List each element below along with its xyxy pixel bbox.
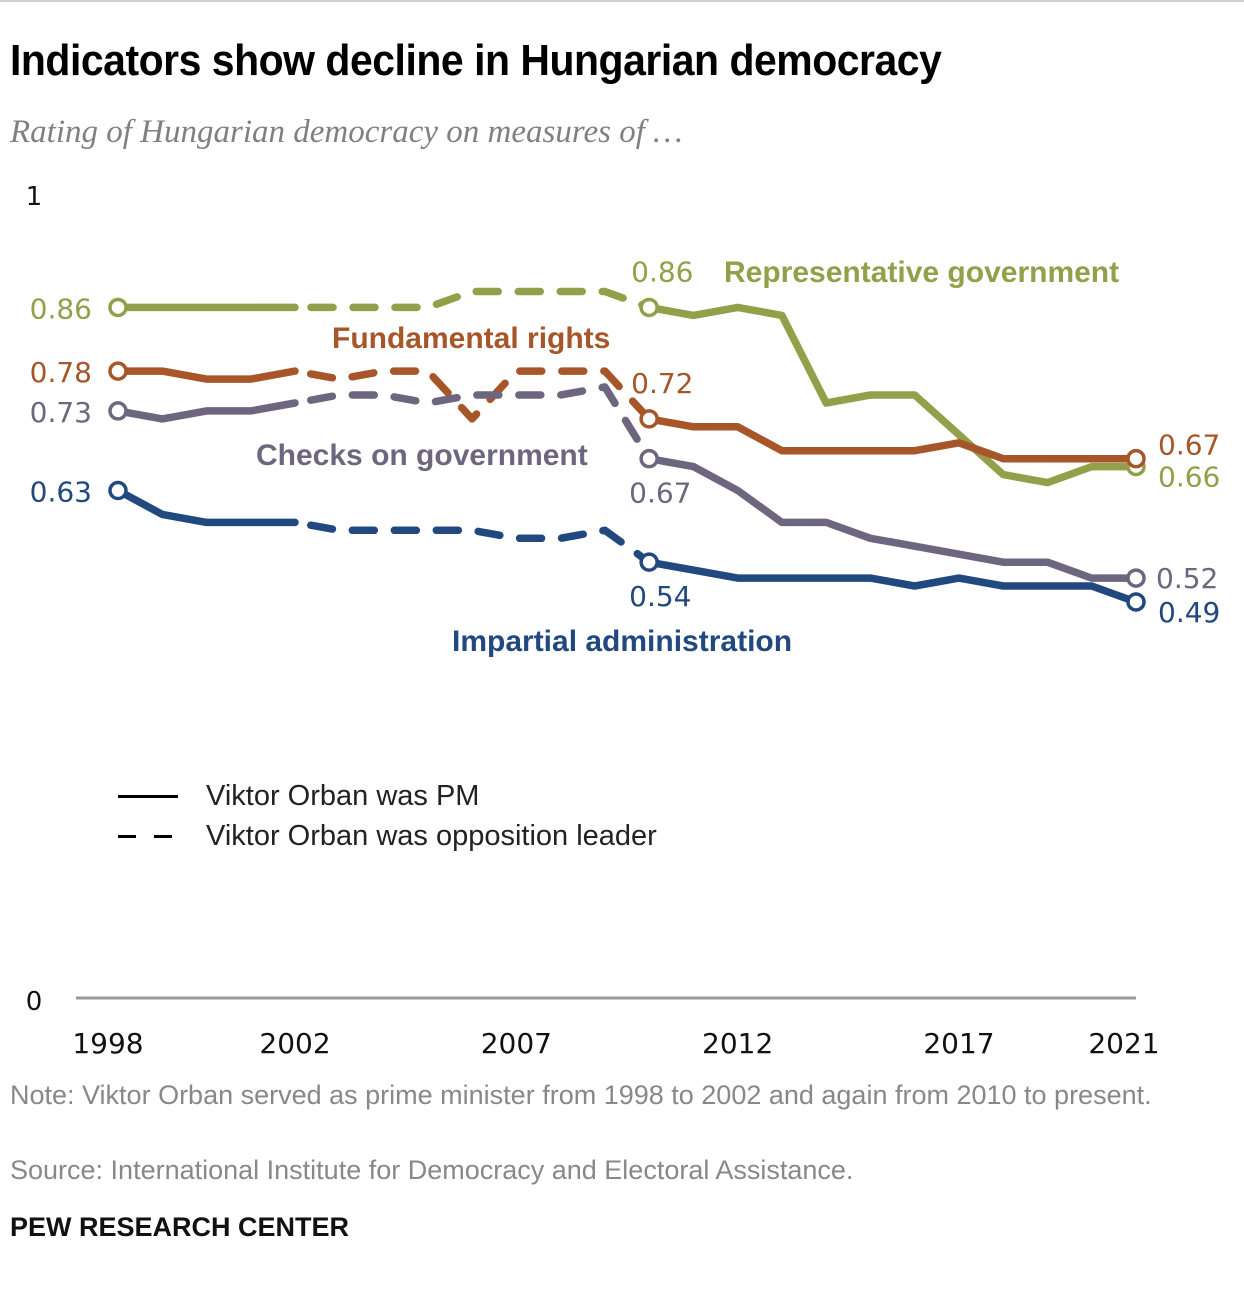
series-fundamental-rights	[108, 361, 1146, 469]
data-point-marker	[108, 401, 128, 421]
dashed-line-segment	[291, 383, 653, 463]
chart-title: Indicators show decline in Hungarian dem…	[10, 36, 942, 85]
x-tick-label: 1998	[72, 1027, 143, 1060]
x-tick-label: 2021	[1088, 1027, 1159, 1060]
x-tick-label: 2017	[923, 1027, 994, 1060]
data-point-marker	[639, 297, 659, 318]
series-name-label: Impartial administration	[452, 625, 792, 658]
series-name-label: Checks on government	[256, 439, 588, 472]
data-point-marker	[1126, 592, 1146, 612]
value-label: 0.78	[30, 356, 92, 389]
data-point-marker	[1126, 448, 1146, 469]
value-label: 0.73	[30, 396, 92, 429]
chart-subtitle: Rating of Hungarian democracy on measure…	[10, 114, 683, 150]
data-point-marker	[108, 480, 128, 501]
solid-line-segment	[114, 486, 299, 527]
dashed-line-swatch-icon	[118, 834, 178, 838]
lines-layer	[108, 287, 1146, 612]
legend-label-opposition: Viktor Orban was opposition leader	[206, 819, 657, 852]
series-impartial-administration	[108, 480, 1146, 612]
labels-layer: 0.86 0.86 0.66 0.78 0.72 0.67 0.73 0.67 0.52 0.63…	[30, 255, 1221, 658]
solid-line-segment	[645, 415, 1140, 463]
legend-item-opposition: Viktor Orban was opposition leader	[118, 816, 657, 856]
value-label: 0.86	[30, 292, 92, 325]
solid-line-segment	[645, 454, 1140, 582]
dashed-line-segment	[291, 367, 653, 423]
dashed-line-segment	[291, 518, 653, 566]
brand-logo-text: PEW RESEARCH CENTER	[10, 1212, 350, 1242]
solid-line-swatch-icon	[118, 794, 178, 798]
series-checks-on-government	[108, 383, 1146, 588]
value-label: 0.63	[30, 476, 92, 509]
series-name-label: Fundamental rights	[332, 322, 610, 355]
series-representative-government	[108, 287, 1146, 487]
chart-note: Note: Viktor Orban served as prime minis…	[10, 1080, 1152, 1110]
data-point-marker	[108, 297, 128, 318]
data-point-marker	[108, 361, 128, 381]
value-label: 0.67	[1158, 429, 1220, 462]
value-label: 0.52	[1156, 562, 1218, 595]
solid-line-segment	[645, 558, 1140, 606]
data-point-marker	[1126, 568, 1146, 588]
solid-line-segment	[114, 367, 299, 383]
series-name-label: Representative government	[724, 256, 1119, 289]
value-label: 0.54	[629, 580, 691, 613]
legend: Viktor Orban was PM Viktor Orban was opp…	[118, 776, 657, 856]
solid-line-segment	[645, 303, 1140, 487]
top-rule	[0, 0, 1244, 2]
y-tick-label: 1	[26, 182, 43, 212]
value-label: 0.66	[1158, 461, 1220, 494]
value-label: 0.72	[631, 367, 693, 400]
value-label: 0.86	[631, 255, 693, 288]
x-tick-label: 2007	[481, 1027, 552, 1060]
x-tick-label: 2002	[259, 1027, 330, 1060]
solid-line-segment	[114, 399, 299, 423]
data-point-marker	[639, 409, 659, 429]
axis-layer: 0 1 1998 2002 2007 2012 2017 2021	[26, 182, 1160, 1060]
x-tick-label: 2012	[702, 1027, 773, 1060]
legend-label-pm: Viktor Orban was PM	[206, 779, 480, 812]
data-point-marker	[639, 552, 659, 572]
value-label: 0.67	[629, 477, 691, 510]
legend-item-pm: Viktor Orban was PM	[118, 776, 657, 816]
y-tick-label: 0	[26, 987, 43, 1017]
chart-source: Source: International Institute for Demo…	[10, 1155, 854, 1185]
dashed-line-segment	[291, 287, 653, 312]
value-label: 0.49	[1158, 596, 1220, 629]
data-point-marker	[639, 448, 659, 469]
